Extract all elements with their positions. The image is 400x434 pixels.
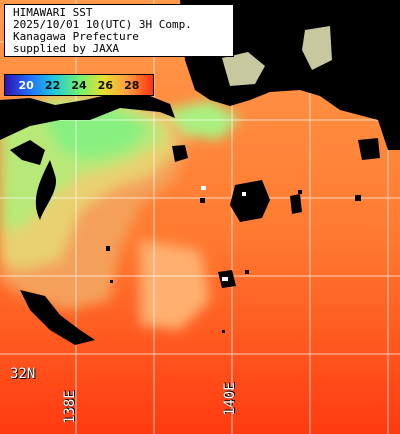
legend-tick-row: 20 22 24 26 28 [5,75,153,95]
header-info-box: HIMAWARI SST 2025/10/01 10(UTC) 3H Comp.… [4,4,234,57]
legend-tick: 28 [124,78,140,92]
legend-tick: 20 [18,78,34,92]
legend-tick: 24 [71,78,87,92]
data-credit: supplied by JAXA [13,42,119,55]
longitude-label-140: 140E [222,382,238,416]
latitude-label: 32N [10,366,36,382]
coastal-cloud-band [20,290,95,345]
honshu-coast [180,0,400,150]
eddy-ring [35,160,57,220]
region-name: Kanagawa Prefecture [13,30,139,43]
cloud-mask [10,138,380,345]
observation-time: 2025/10/01 10(UTC) 3H Comp. [13,18,192,31]
land-mask [0,0,400,150]
legend-tick: 22 [44,78,61,92]
izu-island-cluster [230,180,270,222]
temperature-legend: 20 22 24 26 28 [4,74,154,96]
cloud-patches [222,26,332,86]
dataset-title: HIMAWARI SST [13,6,93,19]
cool-water-plume [0,88,240,330]
izu-suruga-coast [0,92,175,140]
legend-color-ramp [5,75,153,95]
longitude-label-138: 138E [62,390,78,424]
legend-tick: 26 [97,78,114,92]
island-highlights [201,186,246,281]
